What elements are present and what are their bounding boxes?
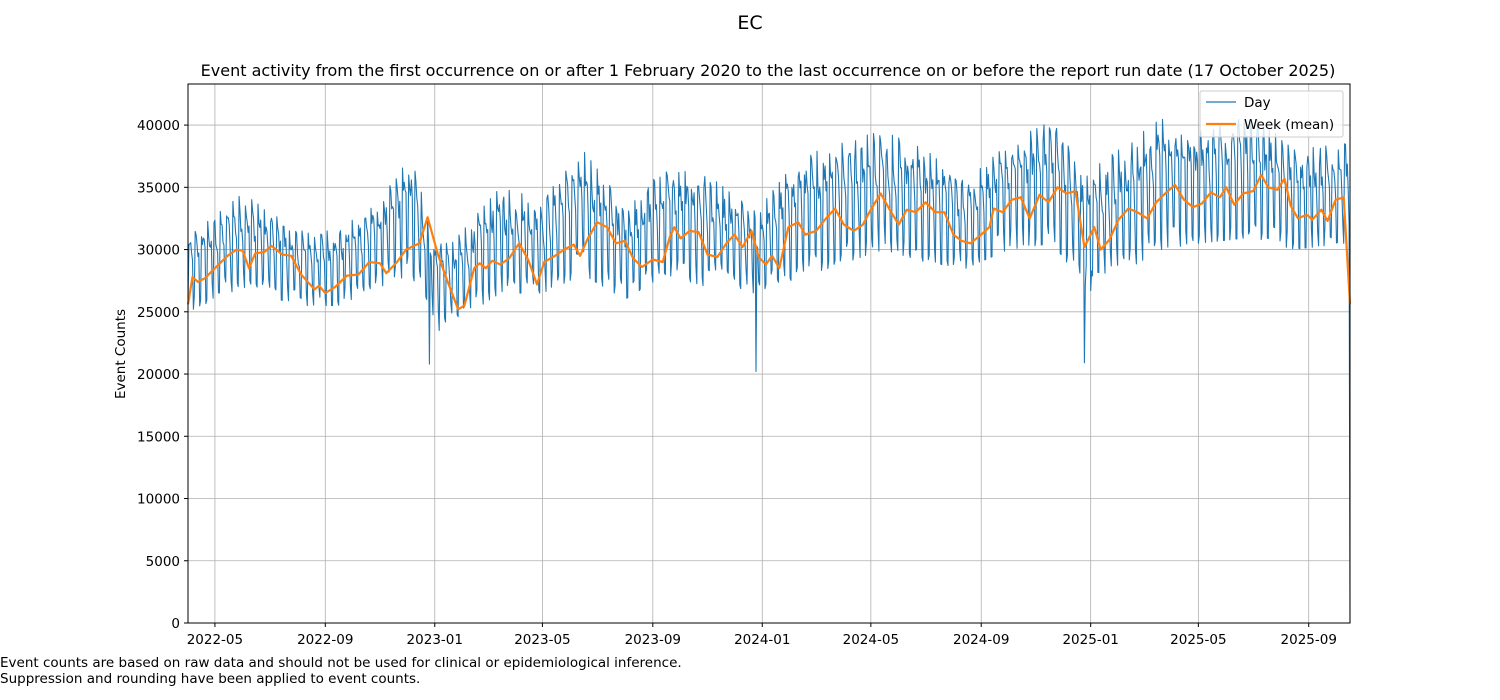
legend-day-label: Day [1244, 95, 1271, 111]
y-tick-label: 0 [171, 616, 180, 632]
x-tick-label: 2023-01 [407, 632, 463, 648]
y-tick-label: 35000 [137, 180, 180, 196]
y-tick-label: 30000 [137, 243, 180, 259]
y-tick-label: 40000 [137, 118, 180, 134]
x-tick-label: 2023-09 [625, 632, 681, 648]
x-tick-label: 2024-01 [734, 632, 790, 648]
y-tick-label: 25000 [137, 305, 180, 321]
axes: 0 5000 10000 15000 20000 25000 30000 35000 40000… [137, 118, 1337, 648]
y-tick-label: 20000 [137, 367, 180, 383]
x-tick-label: 2022-09 [297, 632, 353, 648]
x-tick-label: 2025-09 [1281, 632, 1337, 648]
x-tick-label: 2024-05 [843, 632, 899, 648]
day-series-line [187, 118, 1351, 624]
plot-area-frame [187, 83, 1351, 624]
legend: Day Week (mean) [1199, 90, 1344, 138]
x-tick-label: 2025-01 [1062, 632, 1118, 648]
y-tick-label: 5000 [146, 554, 180, 570]
grid-lines [188, 84, 1350, 624]
footnote-raw-data: Event counts are based on raw data and s… [0, 655, 682, 671]
x-tick-label: 2025-05 [1170, 632, 1226, 648]
y-tick-label: 10000 [137, 492, 180, 508]
legend-week-label: Week (mean) [1244, 117, 1334, 133]
x-tick-label: 2024-09 [953, 632, 1009, 648]
event-activity-chart: EC Event activity from the first occurre… [113, 12, 1352, 648]
series-lines [186, 118, 1352, 624]
x-tick-label: 2023-05 [514, 632, 570, 648]
chart-title: Event activity from the first occurrence… [201, 61, 1336, 80]
x-tick-label: 2022-05 [187, 632, 243, 648]
footnote-suppression: Suppression and rounding have been appli… [0, 671, 421, 687]
y-axis-label: Event Counts [113, 309, 129, 399]
figure-title: EC [737, 12, 762, 34]
week-mean-series-line [186, 173, 1352, 311]
y-tick-label: 15000 [137, 429, 180, 445]
